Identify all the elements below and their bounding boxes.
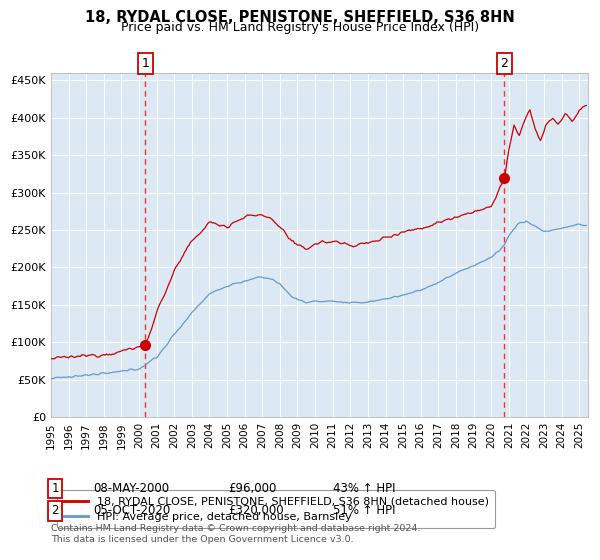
Text: 08-MAY-2000: 08-MAY-2000 <box>93 482 169 495</box>
Text: 2: 2 <box>52 504 59 517</box>
Text: 2: 2 <box>500 57 508 70</box>
Text: Price paid vs. HM Land Registry's House Price Index (HPI): Price paid vs. HM Land Registry's House … <box>121 21 479 34</box>
Text: 05-OCT-2020: 05-OCT-2020 <box>93 504 170 517</box>
Text: Contains HM Land Registry data © Crown copyright and database right 2024.: Contains HM Land Registry data © Crown c… <box>51 524 421 533</box>
Legend: 18, RYDAL CLOSE, PENISTONE, SHEFFIELD, S36 8HN (detached house), HPI: Average pr: 18, RYDAL CLOSE, PENISTONE, SHEFFIELD, S… <box>56 490 495 528</box>
Text: 43% ↑ HPI: 43% ↑ HPI <box>333 482 395 495</box>
Text: 51% ↑ HPI: 51% ↑ HPI <box>333 504 395 517</box>
Text: 18, RYDAL CLOSE, PENISTONE, SHEFFIELD, S36 8HN: 18, RYDAL CLOSE, PENISTONE, SHEFFIELD, S… <box>85 10 515 25</box>
Text: This data is licensed under the Open Government Licence v3.0.: This data is licensed under the Open Gov… <box>51 535 353 544</box>
Text: 1: 1 <box>141 57 149 70</box>
Text: £96,000: £96,000 <box>228 482 277 495</box>
Text: £320,000: £320,000 <box>228 504 284 517</box>
Text: 1: 1 <box>52 482 59 495</box>
